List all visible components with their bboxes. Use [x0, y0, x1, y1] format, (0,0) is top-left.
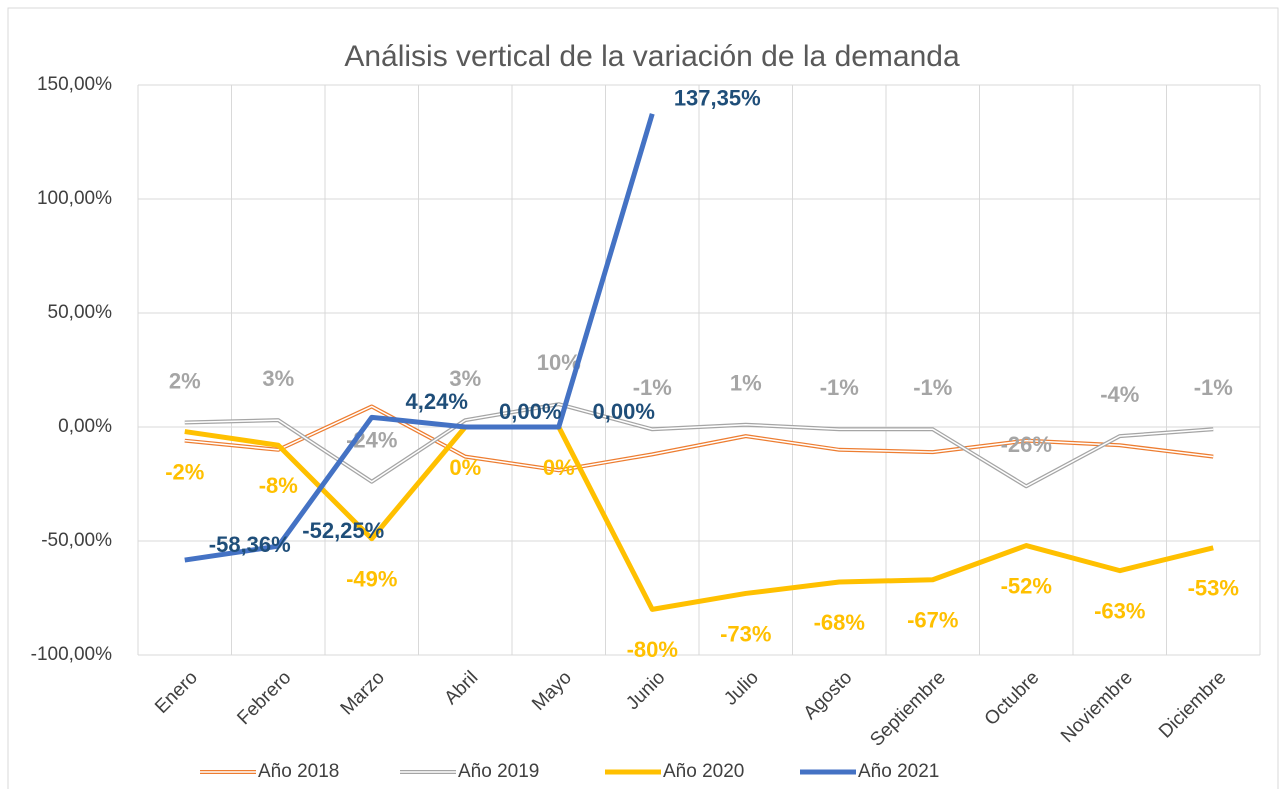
y-tick-label: 0,00%	[58, 416, 112, 437]
data-label: -1%	[820, 375, 859, 400]
data-label: 3%	[262, 366, 294, 391]
y-tick-label: 100,00%	[37, 188, 112, 209]
data-label: 3%	[449, 366, 481, 391]
data-label: -73%	[720, 621, 771, 646]
data-label: -63%	[1094, 598, 1145, 623]
data-label: -2%	[165, 459, 204, 484]
x-tick-label: Diciembre	[1155, 667, 1230, 742]
data-label: -1%	[1194, 375, 1233, 400]
x-tick-label: Febrero	[233, 667, 295, 729]
data-label: -49%	[346, 567, 397, 592]
data-label: -80%	[627, 637, 678, 662]
data-label: -53%	[1188, 576, 1239, 601]
x-tick-label: Agosto	[800, 667, 857, 724]
series-line	[184, 424, 1214, 612]
y-tick-label: 50,00%	[48, 302, 113, 323]
legend-label: Año 2018	[258, 761, 339, 782]
data-label: 0,00%	[499, 399, 561, 424]
data-label: 0,00%	[593, 399, 655, 424]
x-tick-label: Abril	[441, 667, 483, 709]
data-label: -1%	[633, 375, 672, 400]
y-tick-label: 150,00%	[37, 74, 112, 95]
x-tick-label: Enero	[151, 667, 202, 718]
legend-label: Año 2020	[663, 761, 744, 782]
data-label: 137,35%	[674, 86, 761, 111]
legend-label: Año 2019	[458, 761, 539, 782]
data-label: -1%	[913, 375, 952, 400]
x-tick-label: Octubre	[981, 667, 1044, 730]
x-tick-label: Mayo	[528, 667, 576, 715]
legend-label: Año 2021	[858, 761, 939, 782]
data-label: -58,36%	[209, 532, 291, 557]
data-label: 0%	[543, 455, 575, 480]
data-label: -67%	[907, 608, 958, 633]
data-label: -52%	[1001, 573, 1052, 598]
y-tick-label: -50,00%	[41, 530, 112, 551]
x-tick-label: Junio	[622, 667, 669, 714]
series-line-inner	[184, 405, 1214, 472]
y-tick-label: -100,00%	[31, 644, 112, 665]
data-label: 4,24%	[406, 389, 468, 414]
x-tick-label: Noviembre	[1057, 667, 1137, 747]
data-label: -68%	[814, 610, 865, 635]
x-tick-label: Marzo	[337, 667, 389, 719]
chart-title: Análisis vertical de la variación de la …	[344, 40, 960, 73]
data-label: 2%	[169, 368, 201, 393]
data-label: 1%	[730, 371, 762, 396]
data-label: 0%	[449, 455, 481, 480]
data-label: -4%	[1100, 382, 1139, 407]
data-label: -26%	[1001, 432, 1052, 457]
series-line-inner	[184, 403, 1214, 488]
data-label: -52,25%	[302, 518, 384, 543]
x-tick-label: Julio	[720, 667, 762, 709]
chart-border	[7, 7, 1279, 794]
x-tick-label: Septiembre	[866, 667, 950, 751]
series-line	[184, 113, 655, 563]
data-label: -8%	[259, 473, 298, 498]
